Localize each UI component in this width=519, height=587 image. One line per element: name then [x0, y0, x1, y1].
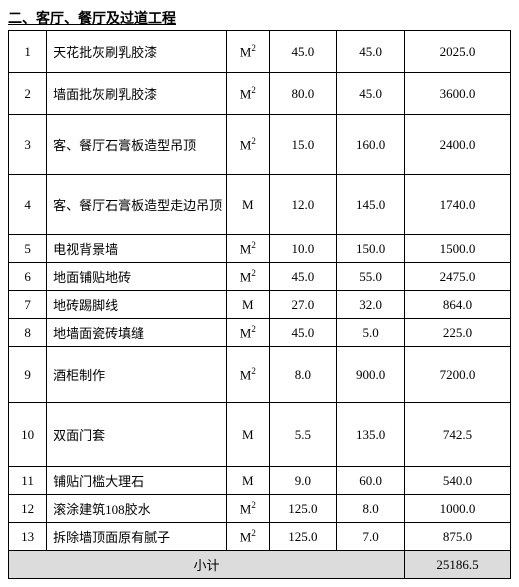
- cell-qty: 8.0: [269, 347, 337, 403]
- cell-idx: 9: [9, 347, 47, 403]
- cell-total: 742.5: [405, 403, 511, 467]
- cell-total: 1000.0: [405, 495, 511, 523]
- cell-idx: 2: [9, 73, 47, 115]
- cell-unit: M2: [227, 495, 269, 523]
- cell-desc: 滚涂建筑108胶水: [47, 495, 227, 523]
- cell-unit: M: [227, 467, 269, 495]
- cell-price: 32.0: [337, 291, 405, 319]
- cell-qty: 10.0: [269, 235, 337, 263]
- cell-unit: M2: [227, 523, 269, 551]
- table-row: 3客、餐厅石膏板造型吊顶M215.0160.02400.0: [9, 115, 511, 175]
- cell-total: 875.0: [405, 523, 511, 551]
- cell-idx: 4: [9, 175, 47, 235]
- cell-price: 150.0: [337, 235, 405, 263]
- cell-desc: 地砖踢脚线: [47, 291, 227, 319]
- cell-idx: 11: [9, 467, 47, 495]
- cell-desc: 酒柜制作: [47, 347, 227, 403]
- cell-unit: M2: [227, 73, 269, 115]
- cell-desc: 双面门套: [47, 403, 227, 467]
- table-row: 12滚涂建筑108胶水M2125.08.01000.0: [9, 495, 511, 523]
- cell-unit: M2: [227, 31, 269, 73]
- cell-desc: 墙面批灰刷乳胶漆: [47, 73, 227, 115]
- cell-total: 2025.0: [405, 31, 511, 73]
- cell-price: 900.0: [337, 347, 405, 403]
- cell-desc: 客、餐厅石膏板造型吊顶: [47, 115, 227, 175]
- cell-unit: M: [227, 403, 269, 467]
- cell-price: 60.0: [337, 467, 405, 495]
- cell-unit: M2: [227, 115, 269, 175]
- cell-total: 7200.0: [405, 347, 511, 403]
- cell-unit: M2: [227, 263, 269, 291]
- table-row: 9酒柜制作M28.0900.07200.0: [9, 347, 511, 403]
- table-row: 6地面铺贴地砖M245.055.02475.0: [9, 263, 511, 291]
- cell-price: 55.0: [337, 263, 405, 291]
- cell-idx: 8: [9, 319, 47, 347]
- subtotal-row: 小计25186.5: [9, 551, 511, 579]
- cell-qty: 125.0: [269, 523, 337, 551]
- estimate-table: 1天花批灰刷乳胶漆M245.045.02025.02墙面批灰刷乳胶漆M280.0…: [8, 30, 511, 579]
- cell-qty: 45.0: [269, 263, 337, 291]
- cell-qty: 9.0: [269, 467, 337, 495]
- cell-desc: 电视背景墙: [47, 235, 227, 263]
- cell-desc: 地面铺贴地砖: [47, 263, 227, 291]
- cell-qty: 15.0: [269, 115, 337, 175]
- cell-idx: 1: [9, 31, 47, 73]
- cell-desc: 客、餐厅石膏板造型走边吊顶: [47, 175, 227, 235]
- cell-idx: 13: [9, 523, 47, 551]
- cell-idx: 10: [9, 403, 47, 467]
- cell-qty: 80.0: [269, 73, 337, 115]
- cell-price: 7.0: [337, 523, 405, 551]
- table-row: 7地砖踢脚线M27.032.0864.0: [9, 291, 511, 319]
- table-row: 2墙面批灰刷乳胶漆M280.045.03600.0: [9, 73, 511, 115]
- subtotal-label: 小计: [9, 551, 405, 579]
- cell-total: 1500.0: [405, 235, 511, 263]
- table-row: 5电视背景墙M210.0150.01500.0: [9, 235, 511, 263]
- cell-qty: 45.0: [269, 319, 337, 347]
- cell-idx: 12: [9, 495, 47, 523]
- table-row: 8地墙面瓷砖填缝M245.05.0225.0: [9, 319, 511, 347]
- cell-qty: 27.0: [269, 291, 337, 319]
- cell-unit: M2: [227, 347, 269, 403]
- cell-unit: M: [227, 291, 269, 319]
- table-row: 4客、餐厅石膏板造型走边吊顶M12.0145.01740.0: [9, 175, 511, 235]
- cell-price: 45.0: [337, 73, 405, 115]
- cell-price: 135.0: [337, 403, 405, 467]
- section-title: 二、客厅、餐厅及过道工程: [8, 8, 511, 28]
- cell-price: 8.0: [337, 495, 405, 523]
- cell-total: 2400.0: [405, 115, 511, 175]
- cell-total: 864.0: [405, 291, 511, 319]
- cell-unit: M2: [227, 319, 269, 347]
- cell-price: 5.0: [337, 319, 405, 347]
- cell-qty: 12.0: [269, 175, 337, 235]
- table-row: 1天花批灰刷乳胶漆M245.045.02025.0: [9, 31, 511, 73]
- cell-price: 160.0: [337, 115, 405, 175]
- cell-qty: 125.0: [269, 495, 337, 523]
- cell-desc: 天花批灰刷乳胶漆: [47, 31, 227, 73]
- cell-total: 1740.0: [405, 175, 511, 235]
- cell-qty: 5.5: [269, 403, 337, 467]
- table-row: 11铺贴门槛大理石M9.060.0540.0: [9, 467, 511, 495]
- cell-total: 2475.0: [405, 263, 511, 291]
- cell-idx: 3: [9, 115, 47, 175]
- cell-unit: M2: [227, 235, 269, 263]
- cell-total: 225.0: [405, 319, 511, 347]
- cell-total: 540.0: [405, 467, 511, 495]
- cell-desc: 地墙面瓷砖填缝: [47, 319, 227, 347]
- cell-desc: 拆除墙顶面原有腻子: [47, 523, 227, 551]
- cell-idx: 6: [9, 263, 47, 291]
- cell-desc: 铺贴门槛大理石: [47, 467, 227, 495]
- table-row: 10双面门套M5.5135.0742.5: [9, 403, 511, 467]
- cell-idx: 7: [9, 291, 47, 319]
- cell-unit: M: [227, 175, 269, 235]
- subtotal-value: 25186.5: [405, 551, 511, 579]
- table-row: 13拆除墙顶面原有腻子M2125.07.0875.0: [9, 523, 511, 551]
- cell-qty: 45.0: [269, 31, 337, 73]
- cell-total: 3600.0: [405, 73, 511, 115]
- cell-price: 145.0: [337, 175, 405, 235]
- cell-idx: 5: [9, 235, 47, 263]
- cell-price: 45.0: [337, 31, 405, 73]
